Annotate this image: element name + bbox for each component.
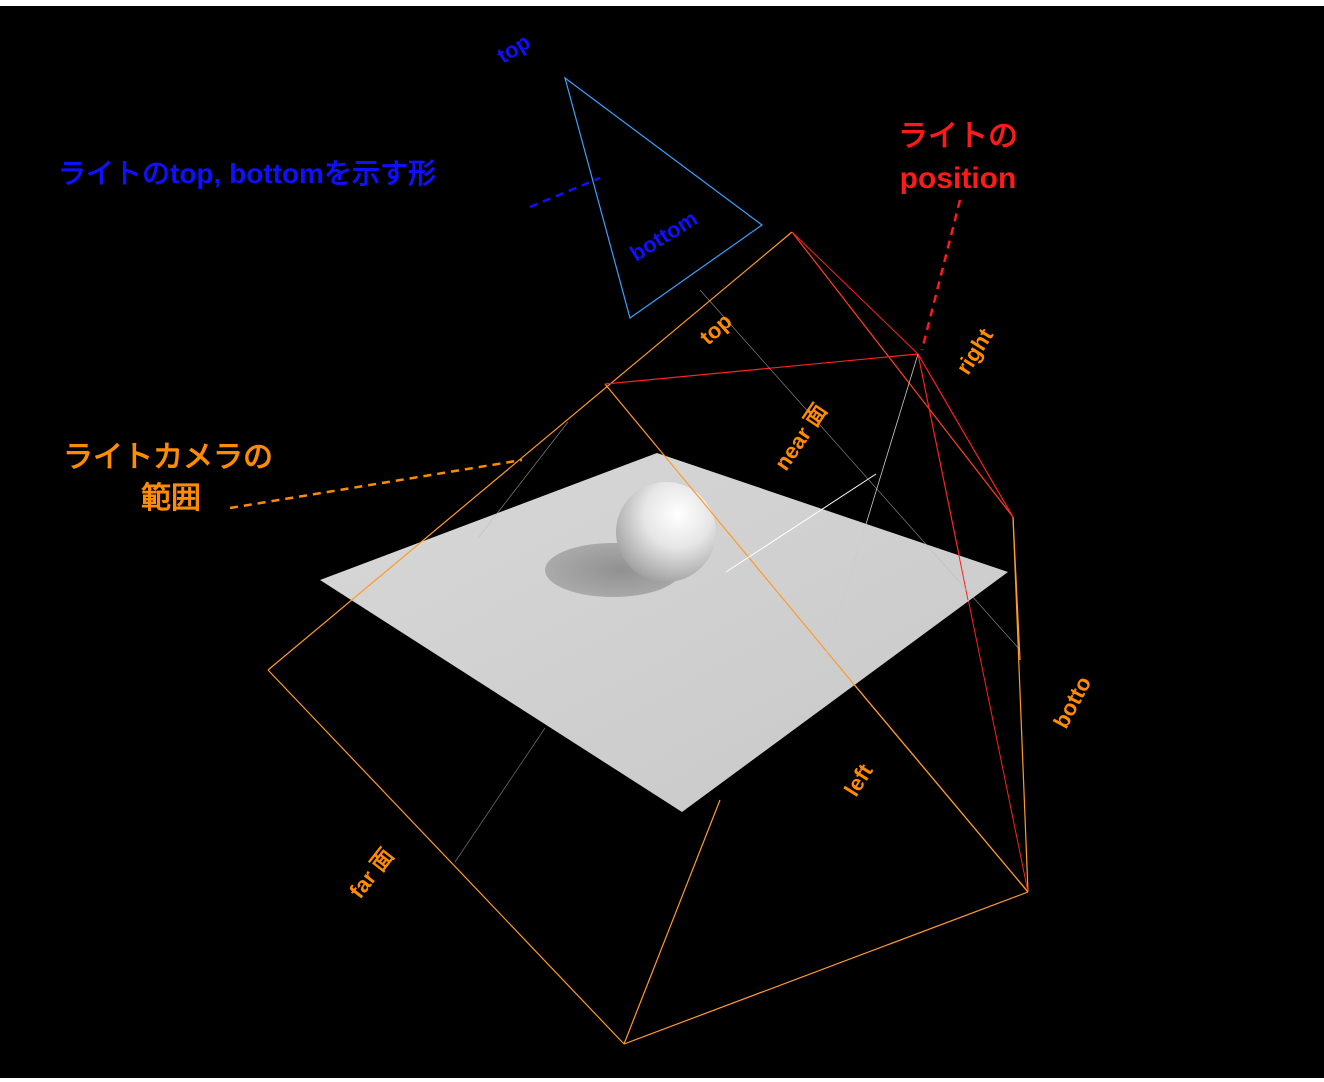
frustum-edge	[623, 891, 1029, 1045]
range-leader-line	[229, 458, 523, 510]
frustum-edge	[791, 231, 1014, 518]
left-label: left	[839, 759, 878, 801]
center-ray	[725, 473, 877, 573]
top-bottom-shape	[563, 76, 764, 319]
ground-plane	[320, 453, 1008, 812]
shape-caption: ライトのtop, bottomを示す形	[58, 158, 436, 189]
frustum-right-label: right	[951, 323, 998, 378]
position-leader-line	[920, 199, 962, 351]
bottom-label: botto	[1048, 672, 1096, 732]
light-ray	[917, 353, 969, 601]
light-ray	[791, 231, 919, 355]
near-plane-label: near 面	[769, 399, 831, 475]
frustum-edge	[604, 383, 853, 683]
frustum-edge	[267, 231, 793, 671]
frustum-edge	[623, 799, 721, 1045]
frustum-edge	[267, 669, 625, 1045]
camera-range-label-line2: 範囲	[141, 481, 201, 515]
shape-leader-line	[529, 176, 601, 209]
camera-range-label-line1: ライトカメラの	[63, 441, 273, 474]
center-ray	[699, 289, 1021, 651]
frustum-top-label: top	[695, 308, 737, 349]
center-ray	[477, 421, 569, 539]
light-position-label-line1: ライトの	[898, 120, 1018, 153]
light-position-label-line2: position	[900, 162, 1017, 195]
shape-top-label: top	[492, 29, 534, 68]
center-ray	[825, 353, 919, 656]
shape-bottom-label: bottom	[625, 206, 701, 267]
far-plane-label: far 面	[344, 843, 398, 903]
frustum-edge	[851, 681, 1029, 893]
sphere	[616, 482, 716, 582]
frustum-edge	[1012, 516, 1021, 661]
frustum-front-edges	[267, 231, 1029, 893]
light-ray	[604, 353, 919, 385]
center-ray	[454, 727, 546, 863]
light-ray	[917, 353, 1014, 518]
